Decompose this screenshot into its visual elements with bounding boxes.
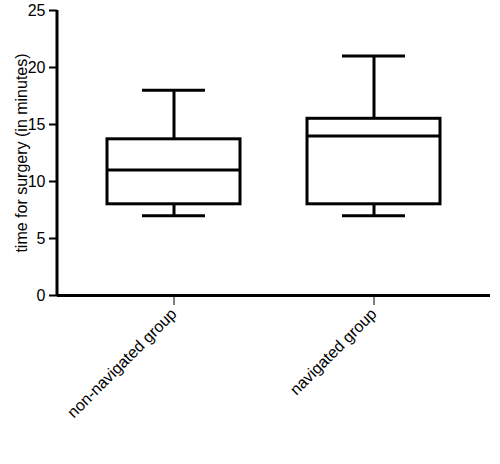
svg-text:time for surgery (in minutes): time for surgery (in minutes) bbox=[13, 53, 30, 252]
svg-text:non-navigated group: non-navigated group bbox=[64, 305, 180, 421]
svg-text:10: 10 bbox=[28, 173, 46, 190]
svg-text:15: 15 bbox=[28, 116, 46, 133]
svg-text:navigated group: navigated group bbox=[287, 305, 380, 398]
svg-text:25: 25 bbox=[28, 2, 46, 19]
svg-text:5: 5 bbox=[37, 230, 46, 247]
svg-text:20: 20 bbox=[28, 59, 46, 76]
svg-text:0: 0 bbox=[37, 287, 46, 304]
